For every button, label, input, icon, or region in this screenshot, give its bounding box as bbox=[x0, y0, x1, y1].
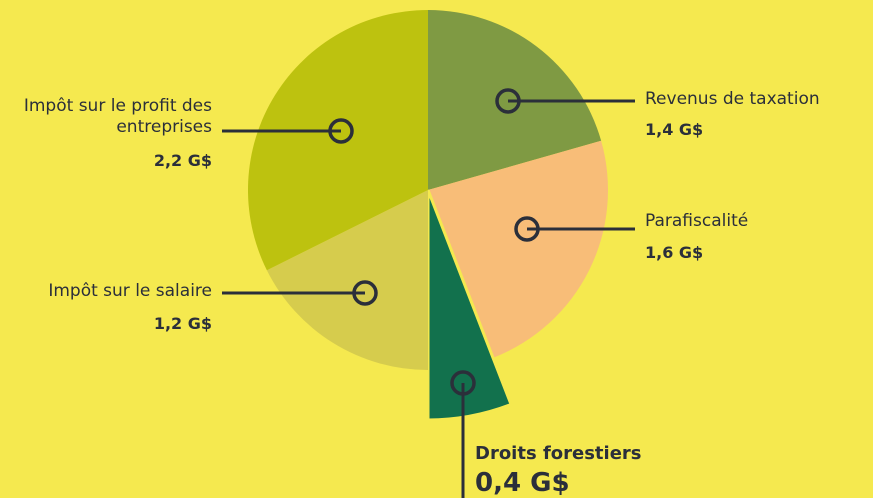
slice-label: Impôt sur le salaire bbox=[48, 281, 212, 301]
leader-marker bbox=[328, 118, 354, 144]
slice-label: Revenus de taxation bbox=[645, 89, 820, 109]
value-label: 1,2 G$ bbox=[153, 314, 212, 333]
value-label: 0,4 G$ bbox=[475, 468, 570, 498]
pie-slice bbox=[426, 189, 514, 422]
slice-label: Impôt sur le profit des entreprises bbox=[23, 96, 212, 137]
leader-marker bbox=[352, 280, 378, 306]
slice-label: Parafiscalité bbox=[645, 211, 749, 231]
value-label: 1,6 G$ bbox=[645, 243, 704, 262]
value-label: 1,4 G$ bbox=[645, 120, 704, 139]
pie-slice bbox=[266, 190, 428, 370]
leader-marker bbox=[450, 370, 476, 396]
leader-marker bbox=[514, 216, 540, 242]
leader-marker bbox=[495, 88, 521, 114]
value-label: 2,2 G$ bbox=[153, 151, 212, 170]
slice-label: Droits forestiers bbox=[475, 443, 642, 464]
